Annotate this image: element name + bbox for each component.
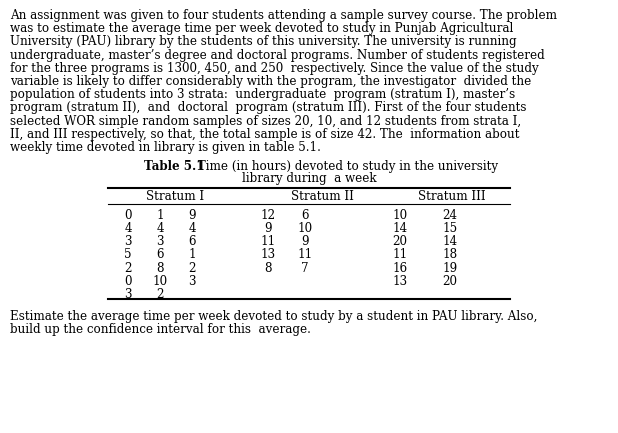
Text: 4: 4 [156, 222, 164, 235]
Text: 8: 8 [265, 262, 272, 275]
Text: 6: 6 [188, 235, 196, 248]
Text: 19: 19 [442, 262, 457, 275]
Text: 14: 14 [392, 222, 407, 235]
Text: build up the confidence interval for this  average.: build up the confidence interval for thi… [10, 323, 311, 336]
Text: 0: 0 [124, 209, 132, 222]
Text: Time (in hours) devoted to study in the university: Time (in hours) devoted to study in the … [193, 160, 497, 173]
Text: 15: 15 [442, 222, 457, 235]
Text: 11: 11 [260, 235, 276, 248]
Text: 5: 5 [124, 249, 132, 262]
Text: for the three programs is 1300, 450, and 250  respectively. Since the value of t: for the three programs is 1300, 450, and… [10, 62, 539, 75]
Text: 3: 3 [156, 235, 164, 248]
Text: 7: 7 [301, 262, 309, 275]
Text: 10: 10 [392, 209, 407, 222]
Text: library during  a week: library during a week [242, 172, 376, 185]
Text: 13: 13 [260, 249, 276, 262]
Text: 8: 8 [156, 262, 164, 275]
Text: 12: 12 [260, 209, 276, 222]
Text: 1: 1 [156, 209, 164, 222]
Text: 24: 24 [442, 209, 457, 222]
Text: Table 5.1: Table 5.1 [144, 160, 205, 173]
Text: 14: 14 [442, 235, 457, 248]
Text: Stratum I: Stratum I [146, 190, 204, 203]
Text: II, and III respectively, so that, the total sample is of size 42. The  informat: II, and III respectively, so that, the t… [10, 128, 520, 141]
Text: 13: 13 [392, 275, 407, 288]
Text: Stratum II: Stratum II [290, 190, 353, 203]
Text: 2: 2 [156, 288, 164, 301]
Text: 3: 3 [124, 235, 132, 248]
Text: 18: 18 [442, 249, 457, 262]
Text: population of students into 3 strata:  undergraduate  program (stratum I), maste: population of students into 3 strata: un… [10, 88, 515, 101]
Text: 2: 2 [188, 262, 196, 275]
Text: Estimate the average time per week devoted to study by a student in PAU library.: Estimate the average time per week devot… [10, 310, 538, 323]
Text: 2: 2 [124, 262, 132, 275]
Text: 3: 3 [188, 275, 196, 288]
Text: 1: 1 [188, 249, 196, 262]
Text: 16: 16 [392, 262, 407, 275]
Text: 11: 11 [392, 249, 408, 262]
Text: 6: 6 [301, 209, 309, 222]
Text: 4: 4 [124, 222, 132, 235]
Text: Stratum III: Stratum III [418, 190, 486, 203]
Text: 20: 20 [442, 275, 457, 288]
Text: An assignment was given to four students attending a sample survey course. The p: An assignment was given to four students… [10, 9, 557, 22]
Text: selected WOR simple random samples of sizes 20, 10, and 12 students from strata : selected WOR simple random samples of si… [10, 115, 521, 128]
Text: 10: 10 [297, 222, 313, 235]
Text: variable is likely to differ considerably with the program, the investigator  di: variable is likely to differ considerabl… [10, 75, 531, 88]
Text: 0: 0 [124, 275, 132, 288]
Text: 9: 9 [188, 209, 196, 222]
Text: University (PAU) library by the students of this university. The university is r: University (PAU) library by the students… [10, 36, 517, 48]
Text: 20: 20 [392, 235, 407, 248]
Text: 3: 3 [124, 288, 132, 301]
Text: undergraduate, master’s degree and doctoral programs. Number of students registe: undergraduate, master’s degree and docto… [10, 48, 544, 61]
Text: weekly time devoted in library is given in table 5.1.: weekly time devoted in library is given … [10, 141, 321, 154]
Text: 10: 10 [153, 275, 167, 288]
Text: was to estimate the average time per week devoted to study in Punjab Agricultura: was to estimate the average time per wee… [10, 22, 514, 35]
Text: program (stratum II),  and  doctoral  program (stratum III). First of the four s: program (stratum II), and doctoral progr… [10, 101, 527, 114]
Text: 6: 6 [156, 249, 164, 262]
Text: 11: 11 [297, 249, 313, 262]
Text: 9: 9 [301, 235, 309, 248]
Text: 4: 4 [188, 222, 196, 235]
Text: 9: 9 [265, 222, 272, 235]
